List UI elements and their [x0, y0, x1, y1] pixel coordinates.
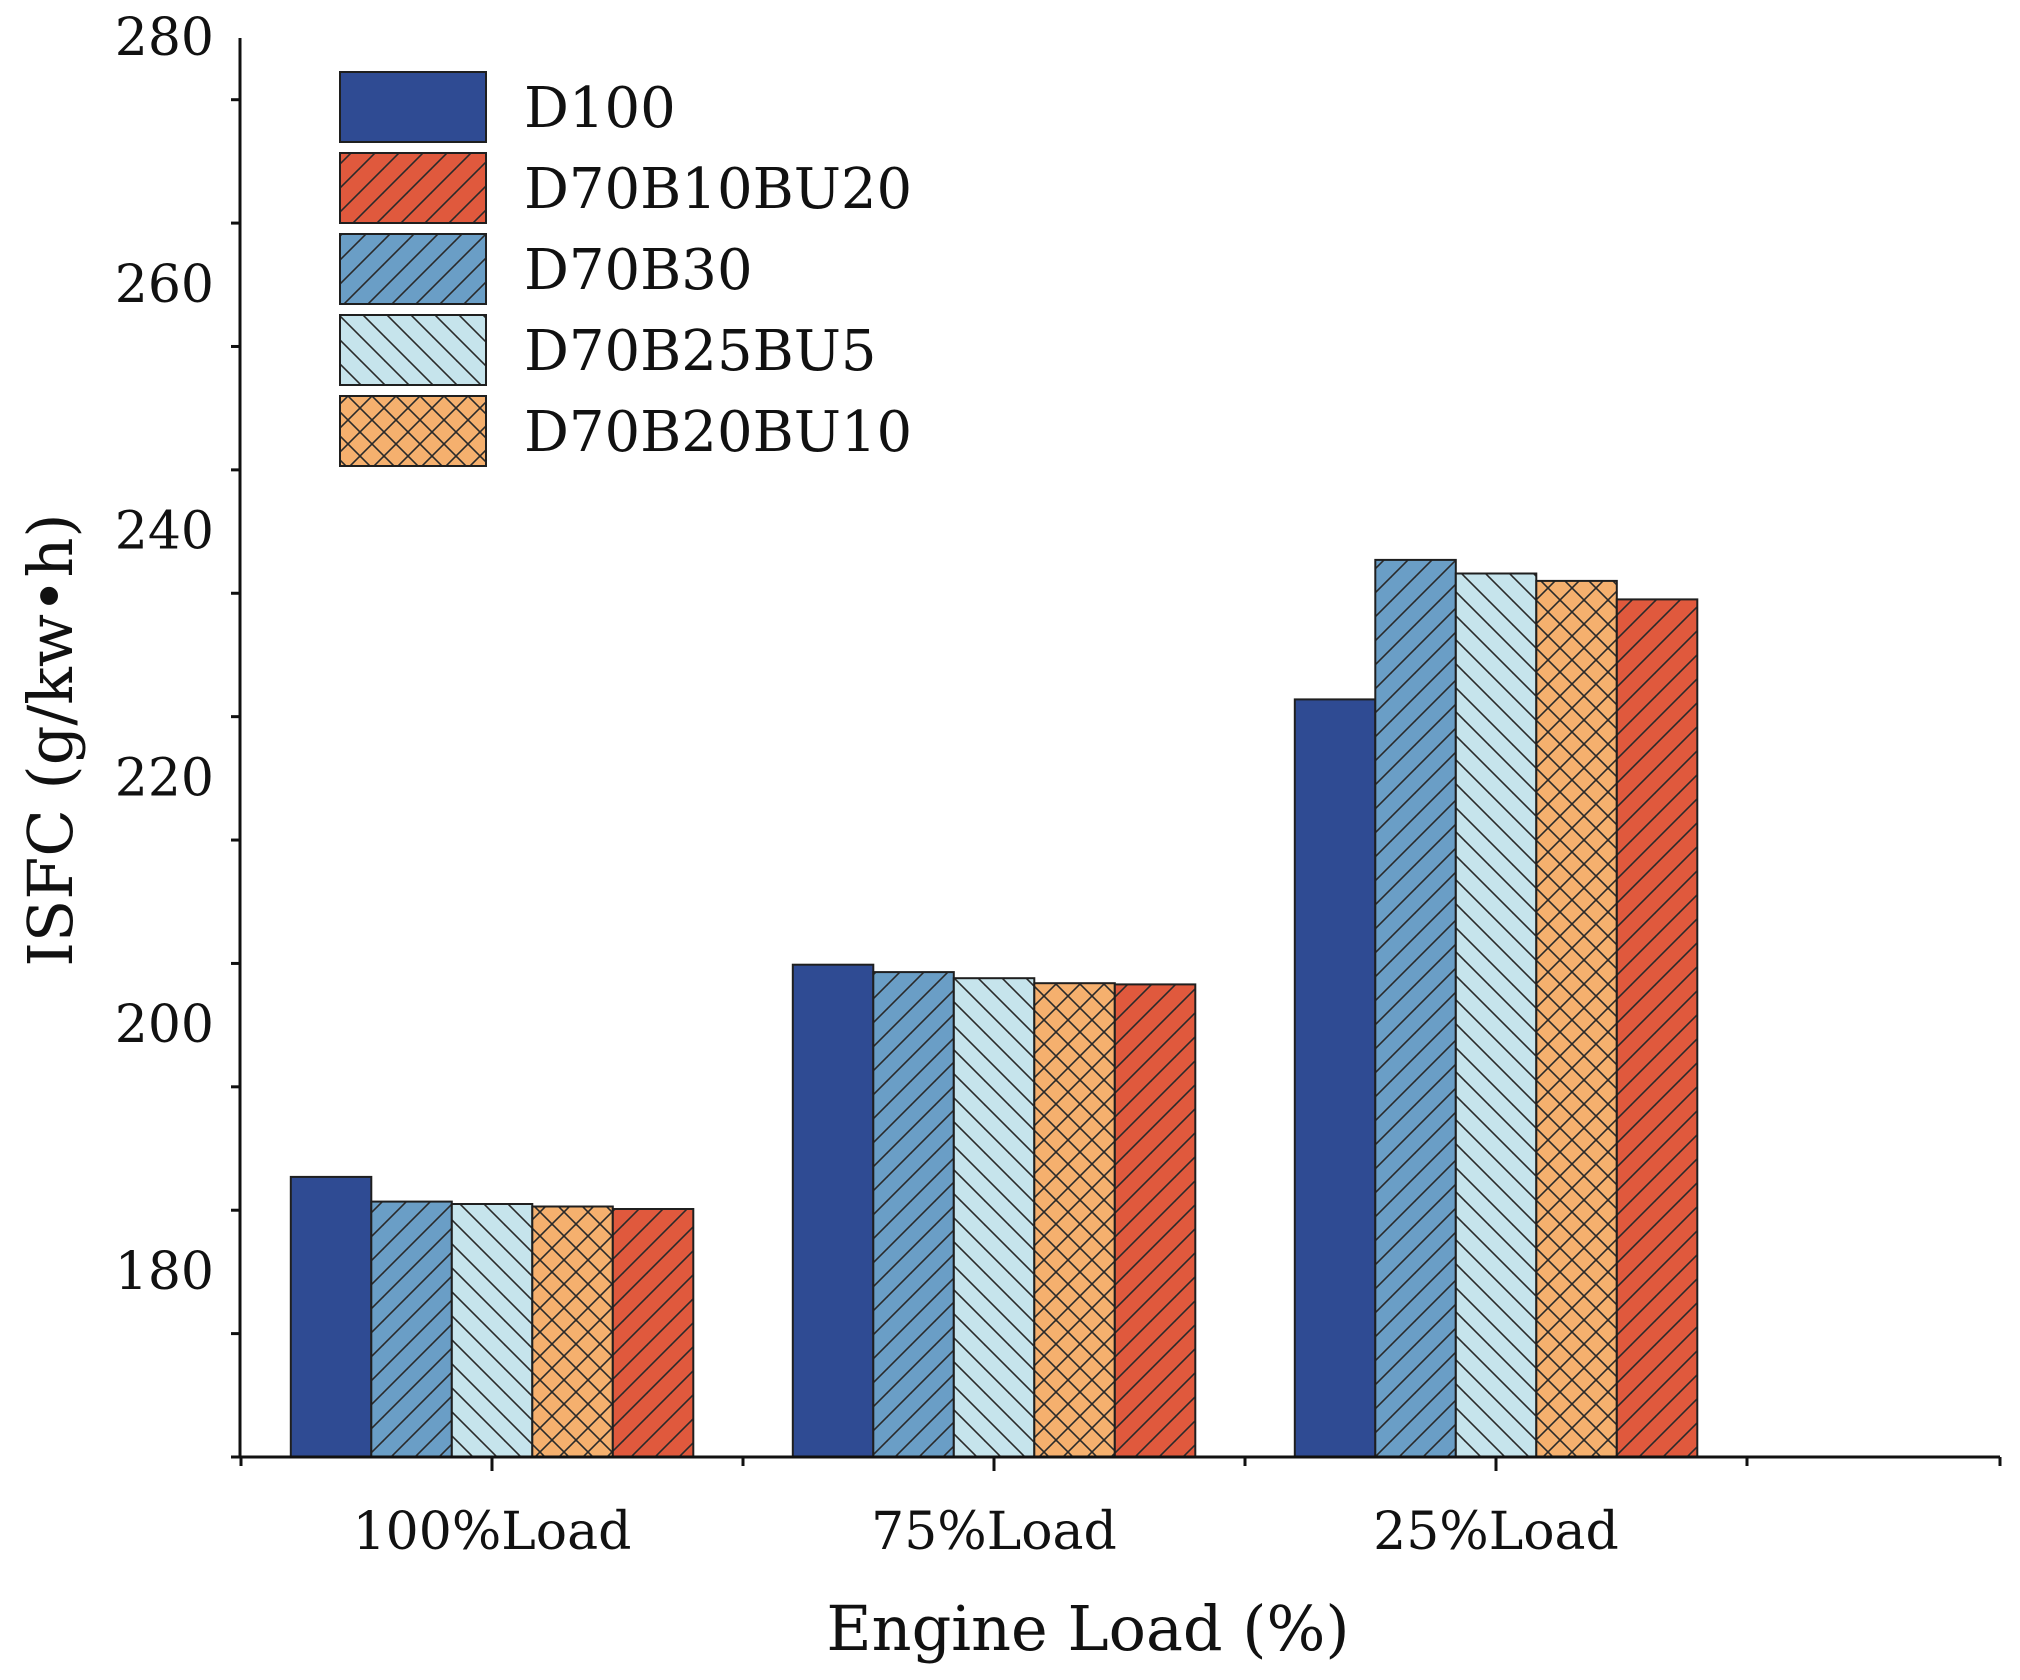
y-tick-label: 260: [115, 255, 214, 315]
bars-layer: [289, 558, 1699, 1459]
y-axis-title: ISFC (g/kw•h): [14, 513, 87, 966]
y-tick-label: 220: [115, 748, 214, 808]
x-tick-label: 75%Load: [871, 1502, 1117, 1562]
legend: D100 D70B10BU20 D70B30 D70B25BU5 D70B20BU10: [339, 71, 912, 467]
bar-D70B25BU5-25%Load: [1454, 572, 1538, 1458]
y-tick-label: 280: [115, 8, 214, 68]
bar-D70B30-75%Load: [872, 971, 955, 1458]
legend-swatch-D100: [339, 71, 487, 143]
bar-D70B20BU10-100%Load: [531, 1205, 614, 1458]
legend-label-D70B10BU20: D70B10BU20: [524, 157, 912, 222]
bar-D100-25%Load: [1293, 698, 1377, 1458]
bar-D70B20BU10-25%Load: [1535, 579, 1618, 1458]
axes-layer: 180 200 220 240 260 280 100%Load 75%Load 25%Load: [115, 8, 2002, 1562]
bar-D70B30-100%Load: [370, 1200, 453, 1458]
legend-label-D70B20BU10: D70B20BU10: [524, 400, 912, 465]
bar-D70B10BU20-75%Load: [1113, 983, 1197, 1459]
bar-D70B10BU20-100%Load: [611, 1208, 695, 1458]
bar-D70B25BU5-100%Load: [450, 1203, 534, 1458]
x-tick-label: 100%Load: [353, 1502, 632, 1562]
y-tick-label: 240: [115, 502, 214, 562]
bar-D70B10BU20-25%Load: [1615, 598, 1699, 1458]
legend-swatch-D70B30: [339, 233, 487, 305]
legend-label-D70B30: D70B30: [524, 238, 753, 303]
legend-label-D70B25BU5: D70B25BU5: [524, 319, 877, 384]
x-tick-label: 25%Load: [1373, 1502, 1619, 1562]
x-axis-title: Engine Load (%): [826, 1592, 1349, 1665]
y-tick-label: 200: [115, 995, 214, 1055]
bar-D70B30-25%Load: [1374, 558, 1457, 1458]
bar-D70B25BU5-75%Load: [952, 977, 1036, 1458]
bar-D70B20BU10-75%Load: [1033, 982, 1116, 1458]
legend-swatch-D70B10BU20: [339, 152, 487, 224]
y-tick-label: 180: [115, 1242, 214, 1302]
legend-label-D100: D100: [524, 76, 676, 141]
legend-swatch-D70B25BU5: [339, 314, 487, 386]
legend-swatch-D70B20BU10: [339, 395, 487, 467]
bar-D100-75%Load: [791, 963, 875, 1458]
bar-D100-100%Load: [289, 1175, 373, 1459]
